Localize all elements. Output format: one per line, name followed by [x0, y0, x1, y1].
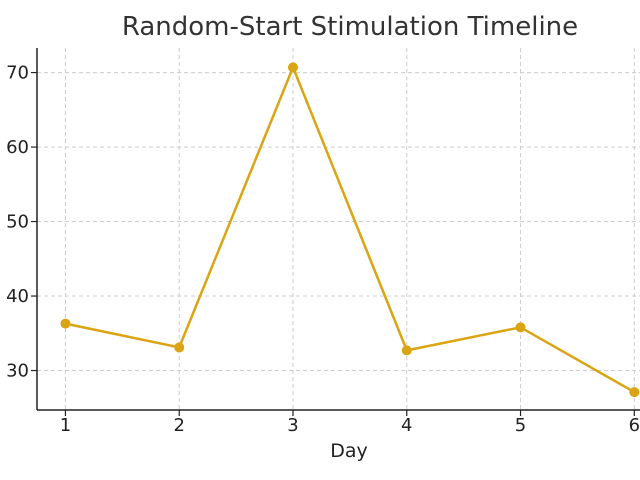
y-tick-label: 50	[6, 212, 29, 233]
data-point	[60, 318, 71, 329]
x-tick-label: 3	[287, 415, 298, 436]
series-line	[65, 66, 635, 394]
y-tick-label: 30	[6, 361, 29, 382]
y-tick-label: 60	[6, 137, 29, 158]
x-tick-label: 5	[515, 415, 526, 436]
data-point	[629, 387, 640, 398]
grid-layer	[37, 48, 640, 410]
x-tick-label: 1	[60, 415, 71, 436]
x-tick-label: 2	[173, 415, 184, 436]
chart-title: Random-Start Stimulation Timeline	[121, 12, 579, 42]
y-tick-label: 40	[6, 286, 29, 307]
x-tick-label: 6	[629, 415, 640, 436]
data-point	[515, 322, 526, 333]
x-axis-title: Day	[330, 440, 368, 462]
y-tick-label: 70	[6, 63, 29, 84]
data-point	[174, 342, 185, 353]
series-layer	[60, 62, 640, 398]
axes-layer: 1 2 3 4 5 6 30 40 50 60 70	[6, 48, 640, 436]
data-point	[287, 62, 298, 73]
x-tick-label: 4	[401, 415, 412, 436]
data-point	[401, 345, 412, 356]
